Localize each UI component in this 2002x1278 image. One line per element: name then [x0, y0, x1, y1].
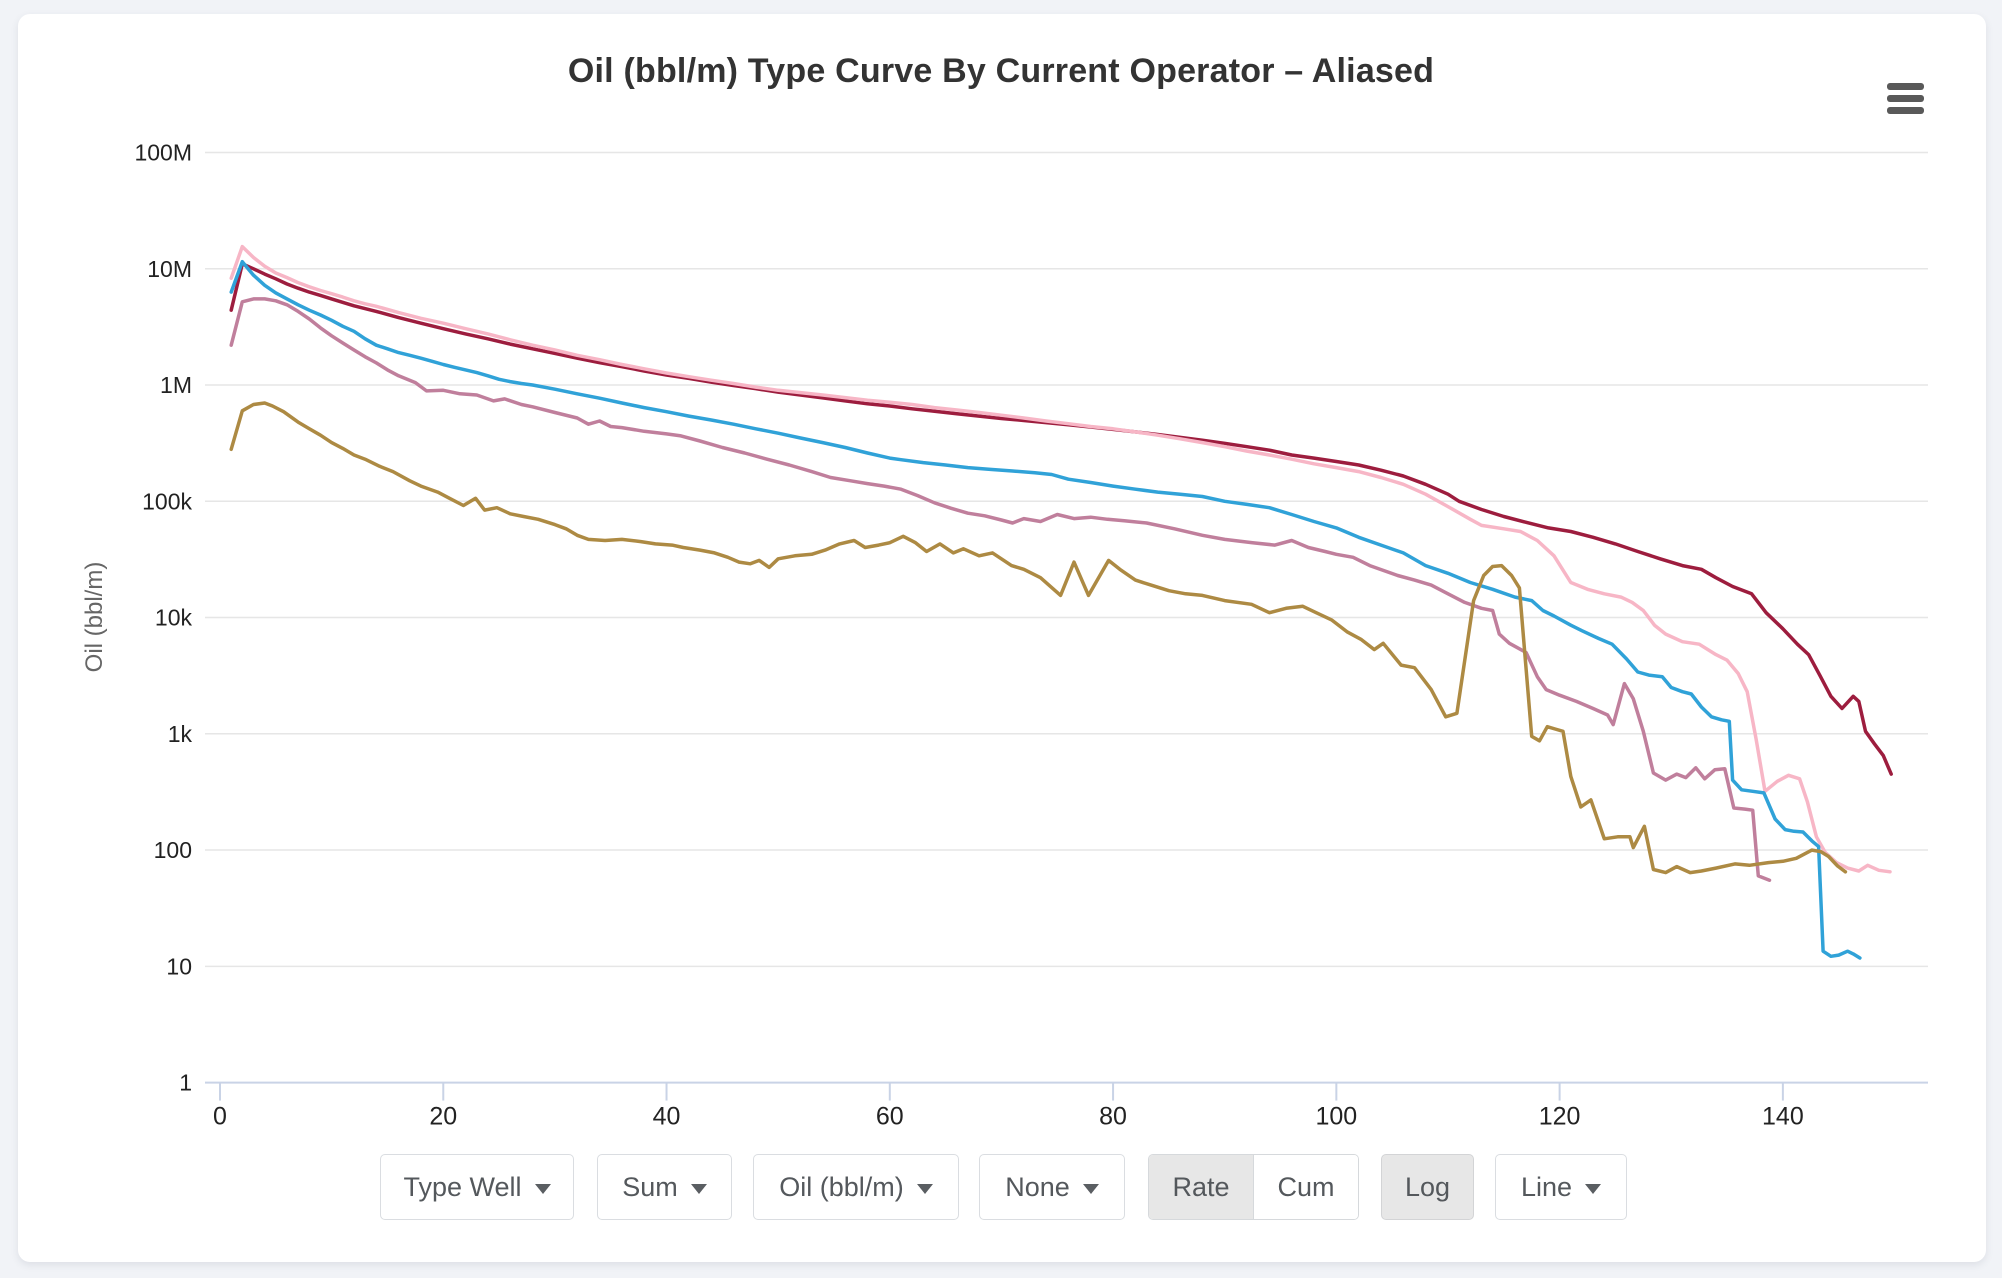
- hamburger-icon: [1887, 107, 1924, 114]
- x-axis-tick-label: 100: [1315, 1103, 1357, 1131]
- y-axis-tick-label: 10: [166, 953, 192, 979]
- type-well-dropdown-label: Type Well: [403, 1171, 522, 1202]
- series-line-operator-maroon: [229, 262, 1893, 776]
- measure-dropdown[interactable]: Oil (bbl/m): [753, 1154, 959, 1220]
- chart-title: Oil (bbl/m) Type Curve By Current Operat…: [567, 52, 1435, 90]
- chart-type-dropdown[interactable]: Line: [1495, 1154, 1627, 1220]
- chart-type-dropdown-label: Line: [1520, 1171, 1573, 1202]
- chevron-down-icon: [534, 1183, 551, 1194]
- y-axis-tick-label: 10M: [147, 256, 192, 282]
- chart-context-menu-button[interactable]: [1885, 78, 1927, 118]
- x-axis-tick-label: 140: [1762, 1103, 1804, 1131]
- chevron-down-icon: [1585, 1183, 1602, 1194]
- normalize-dropdown-label: None: [1005, 1171, 1070, 1202]
- normalize-dropdown[interactable]: None: [979, 1154, 1125, 1220]
- x-axis-tick-label: 80: [1099, 1103, 1127, 1131]
- chevron-down-icon: [916, 1183, 933, 1194]
- y-axis-tick-label: 1M: [160, 372, 192, 398]
- rate-cum-toggle: Rate Cum: [1148, 1154, 1359, 1220]
- x-axis-tick-label: 120: [1539, 1103, 1581, 1131]
- y-axis-tick-label: 100k: [142, 488, 192, 514]
- y-axis-tick-label: 10k: [155, 605, 193, 631]
- y-axis-tick-label: 1k: [168, 721, 193, 747]
- x-axis-tick-label: 0: [213, 1103, 227, 1131]
- log-scale-button-label: Log: [1404, 1171, 1451, 1202]
- series-line-operator-pink: [229, 244, 1892, 874]
- series-line-operator-mauve: [229, 297, 1772, 882]
- aggregate-dropdown[interactable]: Sum: [597, 1154, 732, 1220]
- chart-card: [18, 14, 1986, 1262]
- x-axis-tick-label: 60: [876, 1103, 904, 1131]
- chevron-down-icon: [1082, 1183, 1099, 1194]
- log-scale-button[interactable]: Log: [1381, 1154, 1474, 1220]
- y-axis-tick-label: 100M: [134, 140, 192, 166]
- aggregate-dropdown-label: Sum: [622, 1171, 678, 1202]
- series-line-operator-khaki: [229, 401, 1848, 875]
- rate-toggle-option[interactable]: Rate: [1149, 1155, 1253, 1219]
- hamburger-icon: [1887, 95, 1924, 102]
- type-well-dropdown[interactable]: Type Well: [380, 1154, 574, 1220]
- y-axis-tick-label: 1: [179, 1070, 192, 1096]
- x-axis-tick-label: 40: [653, 1103, 681, 1131]
- cum-toggle-option[interactable]: Cum: [1253, 1155, 1358, 1219]
- series-line-operator-blue: [229, 259, 1862, 960]
- chevron-down-icon: [690, 1183, 707, 1194]
- y-axis-tick-label: 100: [154, 837, 192, 863]
- measure-dropdown-label: Oil (bbl/m): [779, 1171, 904, 1202]
- hamburger-icon: [1887, 83, 1924, 90]
- x-axis-tick-label: 20: [429, 1103, 457, 1131]
